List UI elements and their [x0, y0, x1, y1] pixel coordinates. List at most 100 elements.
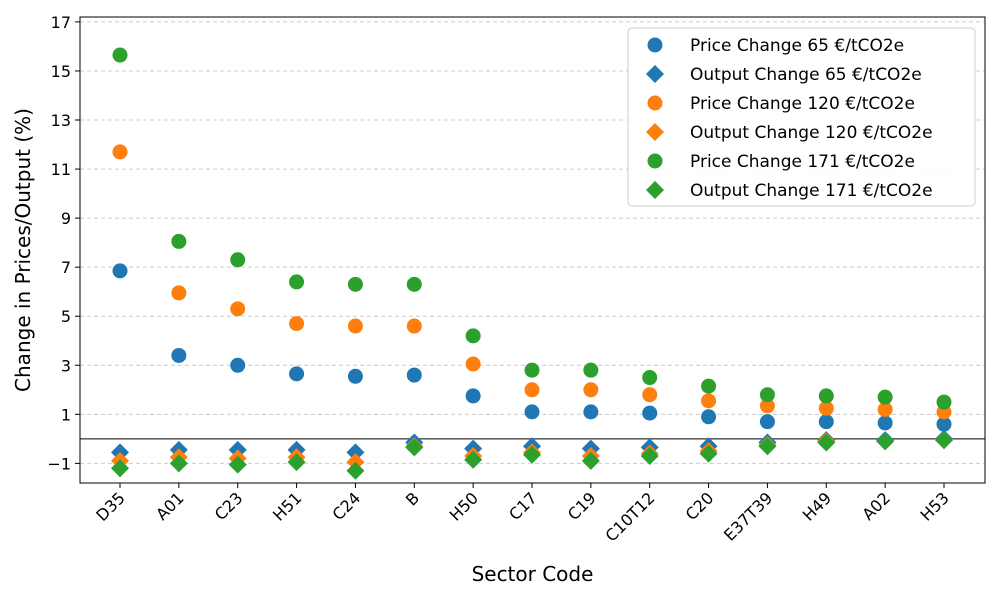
- output-point: [169, 454, 188, 473]
- price-point: [642, 405, 658, 421]
- series-3: [112, 144, 952, 420]
- x-tick-label: H49: [799, 488, 835, 524]
- price-point: [112, 47, 128, 63]
- output-point: [640, 447, 659, 466]
- price-point: [406, 367, 422, 383]
- legend-label: Price Change 120 €/tCO2e: [690, 94, 915, 114]
- price-point: [230, 301, 246, 317]
- price-point: [171, 347, 187, 363]
- legend-label: Output Change 120 €/tCO2e: [690, 123, 933, 143]
- output-point: [346, 443, 365, 462]
- y-tick-label: 17: [51, 13, 71, 32]
- legend-marker: [647, 95, 663, 111]
- y-tick-label: 3: [61, 356, 71, 375]
- price-point: [877, 415, 893, 431]
- x-tick-label: A01: [152, 488, 188, 524]
- price-point: [642, 370, 658, 386]
- output-point: [346, 461, 365, 480]
- y-tick-label: 1: [61, 405, 71, 424]
- price-point: [524, 362, 540, 378]
- legend-box: [627, 27, 976, 207]
- x-tick-label: C17: [505, 488, 541, 524]
- price-point: [289, 366, 305, 382]
- output-point: [405, 438, 424, 457]
- legend-label: Output Change 65 €/tCO2e: [690, 65, 922, 85]
- price-point: [818, 414, 834, 430]
- x-axis-label: Sector Code: [472, 562, 594, 586]
- y-tick-label: 11: [51, 160, 71, 179]
- y-tick-label: 5: [61, 307, 71, 326]
- x-tick-label: C10T12: [601, 488, 658, 545]
- x-tick-label: C19: [564, 488, 600, 524]
- y-tick-label: 15: [51, 62, 71, 81]
- price-point: [759, 387, 775, 403]
- x-tick-label: H53: [916, 488, 952, 524]
- price-point: [759, 398, 775, 414]
- legend-marker: [647, 37, 663, 53]
- output-point: [523, 445, 541, 464]
- price-point: [230, 252, 246, 268]
- output-point: [287, 453, 306, 472]
- price-point: [406, 318, 422, 334]
- legend-marker: [647, 153, 663, 169]
- legend-label: Output Change 171 €/tCO2e: [690, 181, 933, 201]
- price-point: [583, 404, 599, 420]
- x-tick-label: A02: [858, 488, 894, 524]
- price-point: [936, 394, 952, 410]
- price-point: [465, 388, 481, 404]
- output-point: [581, 451, 600, 470]
- series-6: [111, 431, 953, 480]
- y-tick-label: 13: [51, 111, 71, 130]
- price-point: [112, 144, 128, 160]
- price-point: [701, 409, 717, 425]
- price-point: [877, 401, 893, 417]
- price-point: [465, 356, 481, 372]
- output-point: [876, 432, 895, 451]
- series-1: [112, 263, 952, 432]
- price-point: [347, 368, 363, 384]
- x-axis-ticks: D35 A01 C23 H51 C24 B H50 C17 C19 C10T12 C20 E37T39…: [92, 483, 953, 545]
- output-point: [935, 431, 953, 450]
- price-point: [347, 318, 363, 334]
- x-tick-label: E37T39: [720, 488, 776, 544]
- output-point: [758, 437, 777, 456]
- data-points: [111, 47, 953, 480]
- x-tick-label: H51: [269, 488, 305, 524]
- price-point: [583, 362, 599, 378]
- price-point: [112, 263, 128, 279]
- price-point: [818, 400, 834, 416]
- x-tick-label: D35: [92, 488, 129, 525]
- price-point: [936, 416, 952, 432]
- output-point: [464, 450, 483, 469]
- price-point: [524, 382, 540, 398]
- y-tick-label: −1: [47, 454, 71, 473]
- price-point: [465, 328, 481, 344]
- legend-label: Price Change 65 €/tCO2e: [690, 36, 904, 56]
- price-point: [759, 414, 775, 430]
- price-point: [406, 276, 422, 292]
- price-point: [171, 233, 187, 249]
- legend-marker: [646, 123, 664, 141]
- series-5: [112, 47, 952, 410]
- legend-marker: [646, 181, 664, 199]
- y-tick-label: 7: [61, 258, 71, 277]
- price-point: [524, 404, 540, 420]
- price-point: [289, 316, 305, 332]
- price-point: [818, 388, 834, 404]
- price-point: [347, 276, 363, 292]
- output-point: [699, 444, 718, 463]
- x-tick-label: C24: [329, 488, 365, 524]
- legend-label: Price Change 171 €/tCO2e: [690, 152, 915, 172]
- legend: Price Change 65 €/tCO2e Output Change 65 …: [627, 27, 976, 207]
- x-tick-label: C20: [682, 488, 718, 524]
- output-point: [228, 455, 247, 474]
- price-point: [877, 389, 893, 405]
- price-point: [701, 378, 717, 394]
- x-tick-label: H50: [446, 488, 482, 524]
- price-point: [701, 393, 717, 409]
- price-point: [289, 274, 305, 290]
- price-point: [171, 285, 187, 301]
- output-point: [817, 433, 836, 452]
- x-tick-label: B: [402, 488, 423, 509]
